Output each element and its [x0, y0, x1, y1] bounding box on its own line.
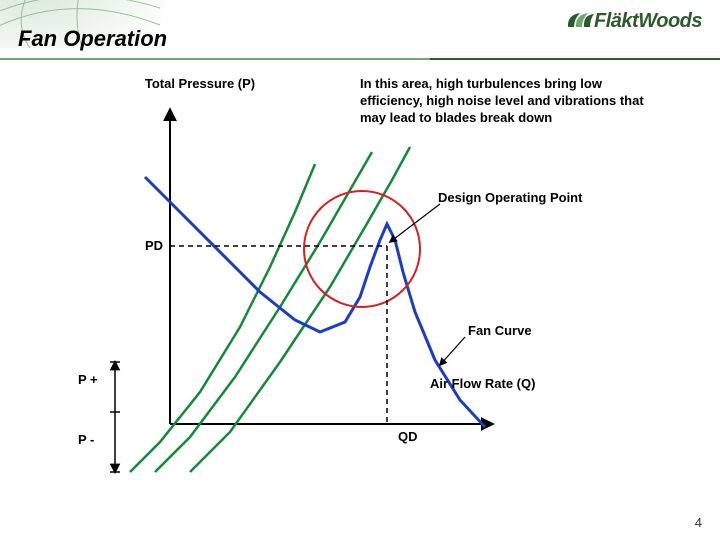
brand-logo: FläktWoods	[566, 10, 702, 33]
slide-title: Fan Operation	[18, 26, 167, 52]
p-minus-label: P -	[78, 432, 94, 449]
qd-label: QD	[398, 429, 418, 446]
diagram-svg	[60, 72, 660, 492]
fan-operation-diagram: Total Pressure (P) In this area, high tu…	[60, 72, 660, 492]
brand-logo-text: FläktWoods	[594, 10, 702, 32]
turbulence-annotation: In this area, high turbulences bring low…	[360, 76, 650, 127]
p-plus-label: P +	[78, 372, 98, 389]
y-axis-title: Total Pressure (P)	[120, 76, 280, 91]
pd-label: PD	[145, 238, 163, 255]
fan-curve-leader	[440, 337, 465, 365]
design-point-label: Design Operating Point	[438, 190, 582, 207]
fan-curve-label: Fan Curve	[468, 323, 532, 340]
x-axis-title: Air Flow Rate (Q)	[430, 376, 535, 393]
page-number: 4	[695, 515, 702, 530]
system-curve-1	[130, 164, 315, 472]
header-rule	[0, 58, 720, 60]
design-point-leader	[390, 204, 440, 242]
